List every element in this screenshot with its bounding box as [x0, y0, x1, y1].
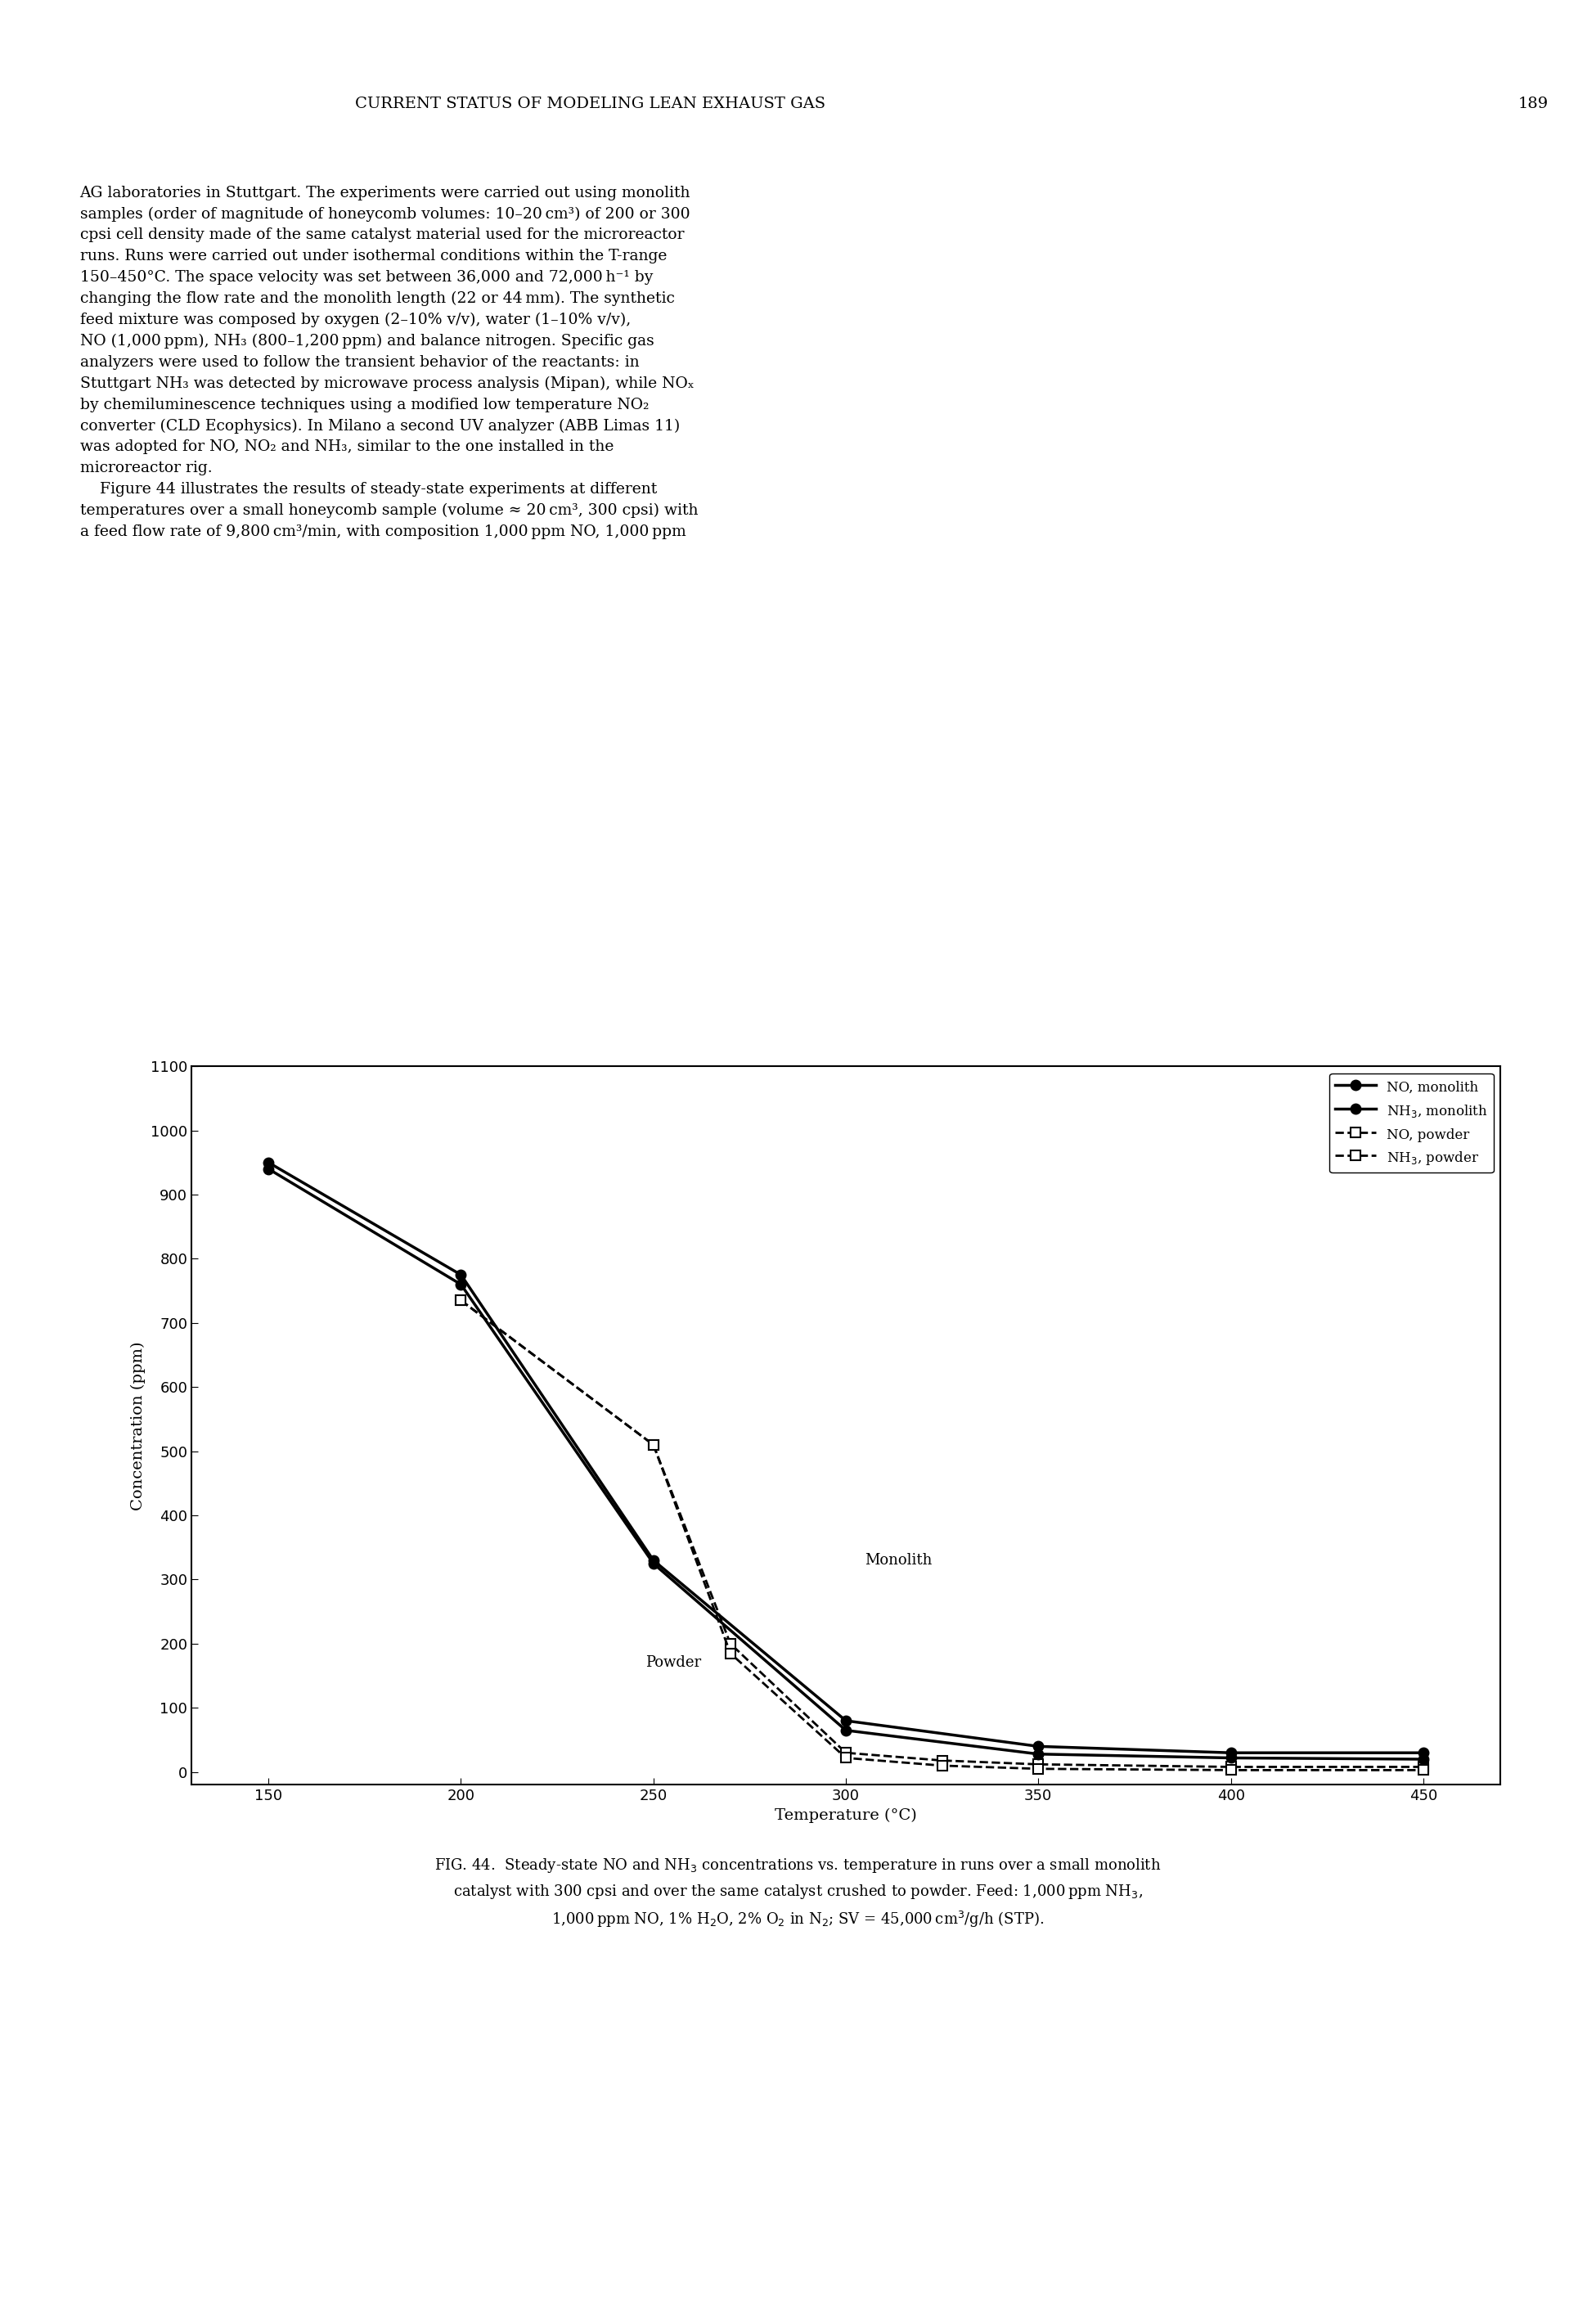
Text: FIG. 44.  Steady-state NO and NH$_3$ concentrations vs. temperature in runs over: FIG. 44. Steady-state NO and NH$_3$ conc… [434, 1857, 1162, 1929]
Text: Powder: Powder [646, 1655, 702, 1671]
X-axis label: Temperature (°C): Temperature (°C) [774, 1808, 918, 1822]
Y-axis label: Concentration (ppm): Concentration (ppm) [131, 1342, 145, 1509]
Text: Monolith: Monolith [865, 1553, 932, 1567]
Text: AG laboratories in Stuttgart. The experiments were carried out using monolith
sa: AG laboratories in Stuttgart. The experi… [80, 185, 697, 538]
Text: 189: 189 [1518, 97, 1548, 111]
Text: CURRENT STATUS OF MODELING LEAN EXHAUST GAS: CURRENT STATUS OF MODELING LEAN EXHAUST … [356, 97, 825, 111]
Legend: NO, monolith, NH$_3$, monolith, NO, powder, NH$_3$, powder: NO, monolith, NH$_3$, monolith, NO, powd… [1329, 1073, 1494, 1173]
